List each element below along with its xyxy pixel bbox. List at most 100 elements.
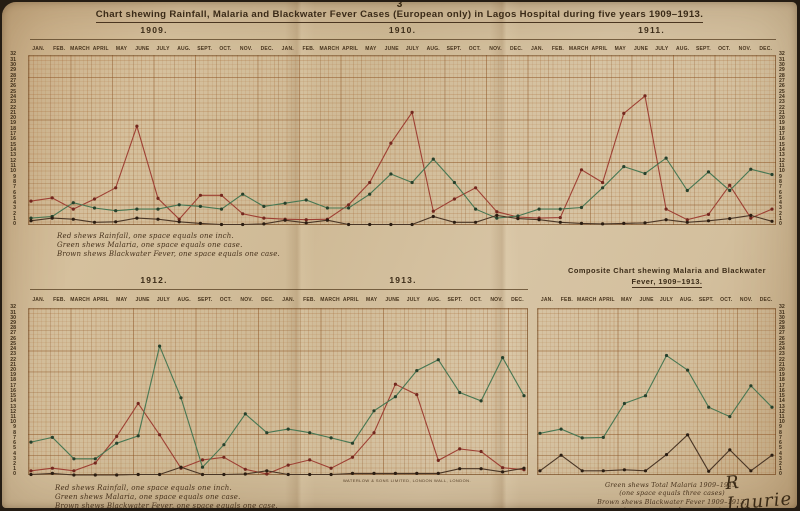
data-point-marker xyxy=(72,473,76,477)
y-tick-label: 14 xyxy=(779,398,785,405)
data-point-marker xyxy=(728,188,732,193)
month-tick-label: DEC. xyxy=(759,46,773,52)
y-tick-label: 18 xyxy=(779,125,785,132)
data-point-marker xyxy=(706,212,711,216)
data-point-marker xyxy=(262,216,266,220)
month-tick-label: SEPT. xyxy=(447,297,463,303)
data-point-marker xyxy=(50,196,54,200)
y-tick-label: 22 xyxy=(779,356,785,363)
data-point-marker xyxy=(516,214,520,218)
month-tick-label: MARCH xyxy=(320,297,340,303)
y-tick-label: 7 xyxy=(13,434,16,441)
y-tick-label: 21 xyxy=(779,109,785,116)
data-point-marker xyxy=(579,168,584,172)
data-point-marker xyxy=(749,384,753,388)
y-tick-label: 12 xyxy=(10,408,16,415)
legend-top-chart: Red shews Rainfall, one space equals one… xyxy=(57,232,280,260)
data-point-marker xyxy=(347,222,351,227)
y-tick-label: 14 xyxy=(779,147,785,154)
y-tick-label: 19 xyxy=(779,120,785,127)
y-tick-label: 10 xyxy=(779,419,785,426)
month-tick-label: JAN. xyxy=(540,297,554,303)
month-tick-label: JULY xyxy=(655,46,669,52)
y-tick-label: 11 xyxy=(10,413,16,420)
data-point-marker xyxy=(156,207,160,211)
data-point-marker xyxy=(538,431,542,435)
y-tick-label: 13 xyxy=(10,152,16,159)
month-tick-label: FEB. xyxy=(560,297,573,303)
y-tick-label: 31 xyxy=(10,309,16,316)
y-tick-label: 10 xyxy=(10,419,16,426)
data-point-marker xyxy=(29,216,33,220)
month-tick-label: NOV. xyxy=(490,297,503,303)
y-tick-label: 32 xyxy=(779,304,785,311)
data-point-marker xyxy=(770,405,774,409)
month-tick-label: OCT. xyxy=(469,297,482,303)
y-tick-label: 9 xyxy=(13,173,16,180)
y-tick-label: 24 xyxy=(10,346,16,353)
data-point-marker xyxy=(308,472,312,477)
month-tick-label: SEPT. xyxy=(695,46,711,52)
data-point-marker xyxy=(643,469,648,473)
month-tick-label: OCT. xyxy=(720,297,733,303)
y-tick-label: 4 xyxy=(13,450,16,457)
data-point-marker xyxy=(283,218,287,222)
y-tick-label: 6 xyxy=(779,189,782,196)
y-tick-label: 16 xyxy=(10,387,16,394)
y-tick-label: 19 xyxy=(10,372,16,379)
data-point-marker xyxy=(71,201,75,205)
legend-line-malaria: Green shews Malaria, one space equals on… xyxy=(57,241,243,250)
y-tick-label: 18 xyxy=(10,125,16,132)
series-line xyxy=(30,344,525,469)
data-point-marker xyxy=(664,353,669,358)
data-point-marker xyxy=(262,204,266,208)
month-tick-label: JUNE xyxy=(385,297,400,303)
data-point-marker xyxy=(622,401,626,406)
data-point-marker xyxy=(458,447,462,451)
y-tick-label: 23 xyxy=(10,99,16,106)
graph-grid-composite xyxy=(537,308,776,475)
data-point-marker xyxy=(685,220,689,224)
y-tick-label: 3 xyxy=(779,205,782,212)
y-tick-label: 10 xyxy=(779,168,785,175)
data-point-marker xyxy=(389,141,393,145)
data-point-marker xyxy=(29,219,33,223)
data-point-marker xyxy=(200,458,205,462)
data-point-marker xyxy=(198,221,202,225)
data-point-marker xyxy=(368,222,372,227)
y-tick-label: 6 xyxy=(779,440,782,447)
month-tick-label: MAY xyxy=(614,46,626,52)
y-tick-label: 16 xyxy=(779,387,785,394)
y-tick-label: 25 xyxy=(10,88,16,95)
month-tick-label: JUNE xyxy=(639,297,654,303)
month-tick-label: JAN. xyxy=(32,297,45,303)
y-tick-label: 6 xyxy=(13,189,16,196)
y-tick-label: 9 xyxy=(13,424,16,431)
data-point-marker xyxy=(601,186,605,190)
data-point-marker xyxy=(115,441,119,445)
data-point-marker xyxy=(410,110,414,114)
data-point-marker xyxy=(393,395,397,399)
data-point-marker xyxy=(304,198,308,202)
y-tick-label: 30 xyxy=(10,314,16,321)
data-point-marker xyxy=(156,217,160,221)
data-point-marker xyxy=(179,396,183,400)
y-tick-label: 7 xyxy=(779,184,782,191)
y-tick-label: 8 xyxy=(779,178,782,185)
month-tick-label: OCT. xyxy=(468,46,481,52)
data-point-marker xyxy=(728,217,732,221)
month-tick-label: MARCH xyxy=(577,297,597,303)
y-tick-label: 21 xyxy=(10,361,16,368)
y-tick-label: 31 xyxy=(779,309,785,316)
y-tick-label: 3 xyxy=(13,205,16,212)
y-tick-label: 24 xyxy=(779,93,785,100)
y-tick-label: 18 xyxy=(10,377,16,384)
y-tick-label: 10 xyxy=(10,168,16,175)
data-point-marker xyxy=(29,469,33,473)
month-tick-label: MARCH xyxy=(70,297,90,303)
data-point-marker xyxy=(622,221,626,225)
y-tick-label: 29 xyxy=(10,320,16,327)
y-tick-label: 22 xyxy=(10,104,16,111)
y-tick-label: 11 xyxy=(779,413,785,420)
data-point-marker xyxy=(347,206,351,210)
